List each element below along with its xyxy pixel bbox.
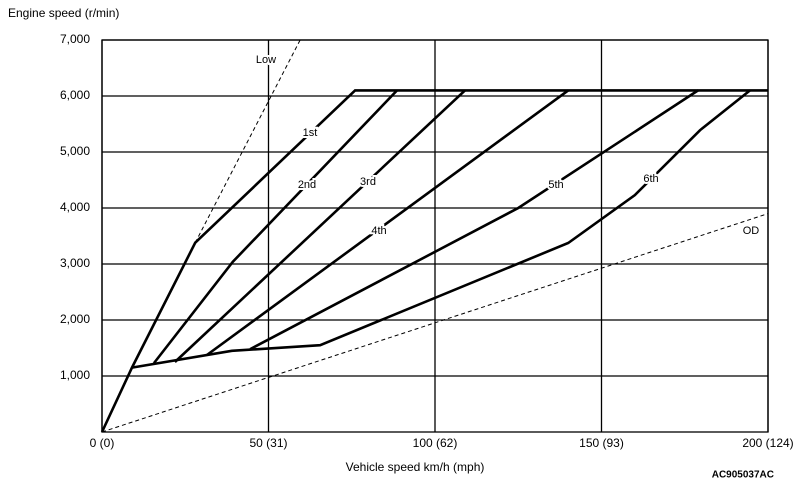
y-tick-label: 2,000 (60, 312, 90, 326)
series-label: 1st (303, 127, 318, 139)
series-line (194, 39, 301, 243)
x-tick-label: 100 (62) (413, 436, 458, 450)
series-line (174, 89, 466, 363)
series-line (206, 89, 569, 357)
series-label: 2nd (298, 179, 316, 191)
series-label: 5th (548, 179, 563, 191)
series-line (100, 89, 768, 433)
y-tick-label: 7,000 (60, 32, 90, 46)
series-label: Low (256, 54, 276, 66)
y-tick-label: 1,000 (60, 368, 90, 382)
x-tick-label: 200 (124) (742, 436, 793, 450)
series-label: 4th (371, 225, 386, 237)
series-line (101, 213, 769, 433)
y-tick-label: 6,000 (60, 88, 90, 102)
x-tick-label: 50 (31) (249, 436, 287, 450)
series-line (249, 89, 699, 351)
y-tick-label: 3,000 (60, 256, 90, 270)
x-tick-label: 150 (93) (579, 436, 624, 450)
series-line (131, 89, 751, 369)
series-line (152, 89, 398, 364)
figure-code: AC905037AC (712, 470, 774, 481)
series-label: 3rd (360, 176, 376, 188)
series-label: 6th (643, 173, 658, 185)
y-tick-label: 5,000 (60, 144, 90, 158)
series-label: OD (743, 225, 760, 237)
y-axis-title: Engine speed (r/min) (8, 6, 119, 20)
x-axis-title: Vehicle speed km/h (mph) (346, 460, 485, 474)
x-tick-label: 0 (0) (90, 436, 115, 450)
y-tick-label: 4,000 (60, 200, 90, 214)
